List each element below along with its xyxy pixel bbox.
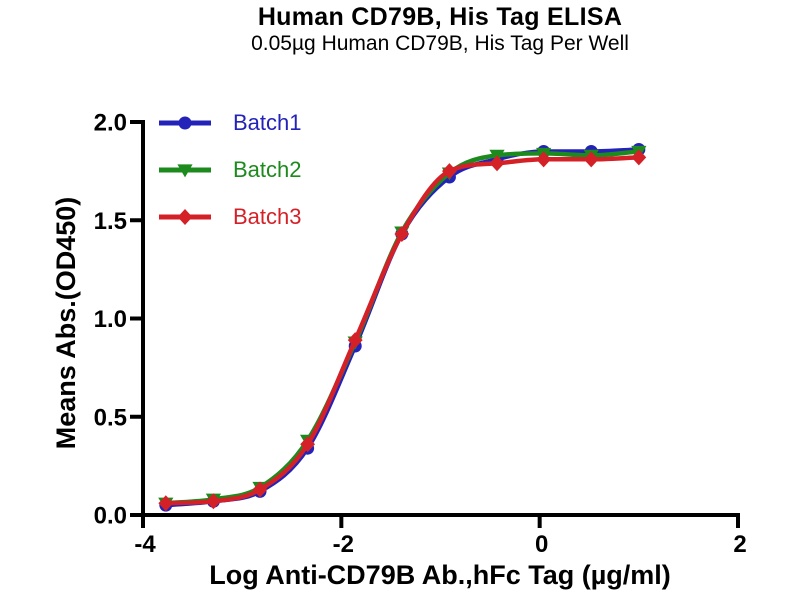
x-tick-label: 0: [535, 531, 548, 558]
y-tick-label: 1.0: [94, 306, 127, 333]
batch3-diamond-marker: [536, 151, 552, 168]
y-axis-title: Means Abs.(OD450): [51, 196, 81, 450]
batch3-diamond-marker: [206, 493, 221, 510]
legend-item-batch3: Batch3: [158, 193, 302, 240]
legend-label-batch2: Batch2: [233, 156, 302, 182]
x-axis-title: Log Anti-CD79B Ab.,hFc Tag (µg/ml): [209, 560, 671, 590]
y-tick-label: 0.0: [94, 503, 127, 530]
circle-icon: [178, 116, 192, 129]
batch3-diamond-marker: [442, 163, 457, 180]
chart-title: Human CD79B, His Tag ELISA: [257, 3, 623, 31]
batch1-legend-key-icon: [159, 116, 211, 129]
batch3-diamond-marker: [300, 436, 316, 453]
legend-item-batch1: Batch1: [158, 99, 302, 146]
batch3-diamond-marker: [631, 149, 647, 166]
legend-item-batch2: Batch2: [158, 146, 302, 193]
batch2-legend-key-icon: [159, 163, 211, 177]
legend-label-batch1: Batch1: [233, 109, 302, 135]
diamond-icon: [177, 208, 193, 225]
batch3-diamond-marker: [394, 226, 410, 243]
legend-label-batch3: Batch3: [233, 203, 302, 229]
x-tick-label: -4: [134, 531, 156, 558]
batch3-diamond-marker: [347, 332, 363, 349]
batch3-diamond-marker: [252, 481, 268, 498]
y-tick-label: 0.5: [94, 404, 127, 431]
x-tick-label: 2: [733, 531, 746, 558]
triangle-down-icon: [177, 163, 193, 177]
y-tick-label: 1.5: [94, 208, 127, 235]
batch3-diamond-marker: [489, 155, 505, 172]
batch3-diamond-marker: [583, 151, 599, 168]
y-tick-label: 2.0: [94, 110, 127, 137]
batch3-legend-key-icon: [159, 208, 211, 225]
x-tick-label: -2: [333, 531, 354, 558]
legend: Batch1 Batch2 Batch3: [158, 99, 302, 240]
chart-subtitle: 0.05µg Human CD79B, His Tag Per Well: [251, 32, 629, 55]
batch3-diamond-marker: [158, 495, 174, 512]
